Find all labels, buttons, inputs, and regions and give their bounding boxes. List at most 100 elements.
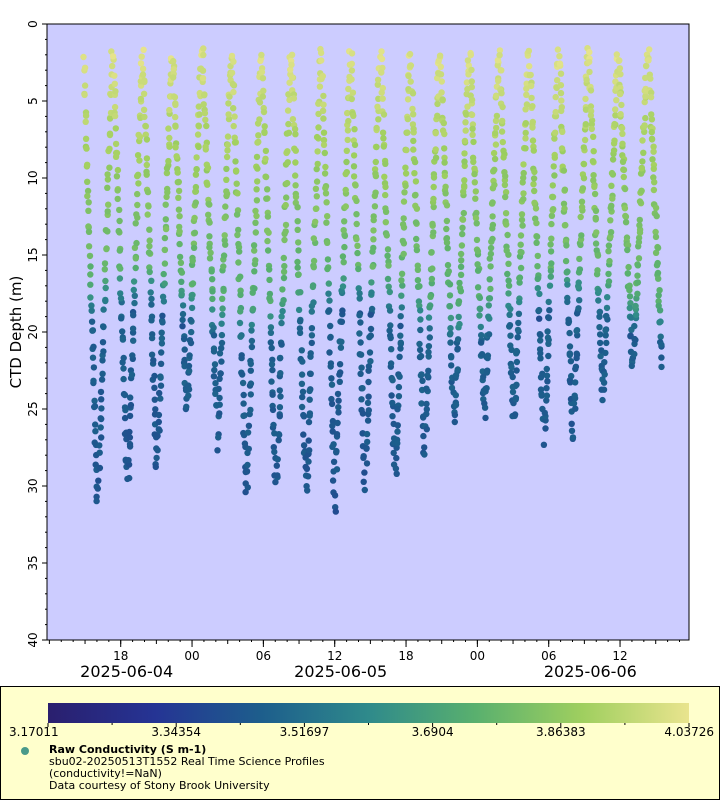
data-point [126,443,134,450]
data-point [608,182,615,189]
data-point [596,324,603,331]
data-point [100,348,107,355]
data-point [372,158,379,166]
data-point [261,129,268,136]
data-point [452,372,460,379]
data-point [218,331,226,339]
data-point [492,129,499,137]
data-point [358,364,365,371]
data-point [251,247,258,254]
data-point [390,449,397,457]
data-point [533,233,541,240]
data-point [233,211,241,218]
data-point [434,112,441,120]
data-point [517,248,524,256]
data-point [173,153,180,160]
data-point [417,352,425,360]
data-point [341,232,349,240]
data-point [179,310,187,318]
data-point [621,185,629,193]
data-point [351,141,359,149]
data-point [533,239,540,246]
data-point [544,378,551,385]
data-point [387,334,394,342]
data-point [336,371,343,378]
data-point [143,161,150,169]
data-point [211,361,219,368]
data-point [454,336,462,343]
data-point [571,392,578,399]
data-point [329,477,337,484]
data-point [147,289,154,296]
data-point [209,288,216,295]
data-point [288,74,296,81]
data-point [158,329,165,336]
data-point [626,293,634,300]
data-point [374,81,381,88]
data-point [476,305,484,313]
x-tick-label: 12 [327,649,342,663]
data-point [225,115,233,123]
data-point [652,204,660,212]
data-point [240,400,247,407]
data-point [252,229,259,236]
data-point [355,265,362,273]
data-point [233,180,240,187]
data-point [397,313,404,320]
data-point [84,178,91,185]
data-point [583,76,590,84]
data-point [534,275,541,283]
data-point [612,112,619,119]
data-point [438,89,445,96]
legend-source: sbu02-20250513T1552 Real Time Science Pr… [49,755,325,768]
data-point [82,112,90,119]
data-point [252,219,259,226]
data-point [104,184,111,191]
data-point [328,400,336,408]
data-point [300,442,308,449]
data-point [593,229,600,236]
data-point [651,179,658,186]
data-point [307,370,314,377]
data-point [245,422,253,429]
data-point [414,266,422,273]
data-point [358,396,365,403]
data-point [226,93,233,100]
data-point [458,242,466,249]
data-point [281,262,288,270]
data-point [225,100,232,107]
data-point [287,66,294,73]
data-point [605,242,613,249]
data-point [573,350,580,357]
data-point [605,278,613,285]
data-point [412,178,420,185]
data-point [166,134,173,142]
data-point [179,323,186,330]
data-point [412,219,420,226]
data-point [137,95,145,103]
data-point [439,96,446,103]
data-point [580,160,587,168]
data-point [610,140,618,147]
data-point [130,312,137,319]
data-point [259,75,267,82]
data-point [401,189,408,196]
data-point [551,154,558,161]
data-point [427,293,434,300]
data-point [119,336,127,343]
data-point [195,122,202,129]
data-point [278,313,285,320]
data-point [146,268,153,276]
data-point [143,155,151,162]
data-point [326,307,333,314]
data-point [609,195,616,202]
data-point [486,276,493,283]
data-point [455,313,462,321]
data-point [550,163,557,170]
data-point [97,415,104,422]
data-point [323,199,330,206]
data-point [428,249,435,256]
data-point [492,117,500,125]
data-point [126,428,133,436]
data-point [487,250,495,258]
